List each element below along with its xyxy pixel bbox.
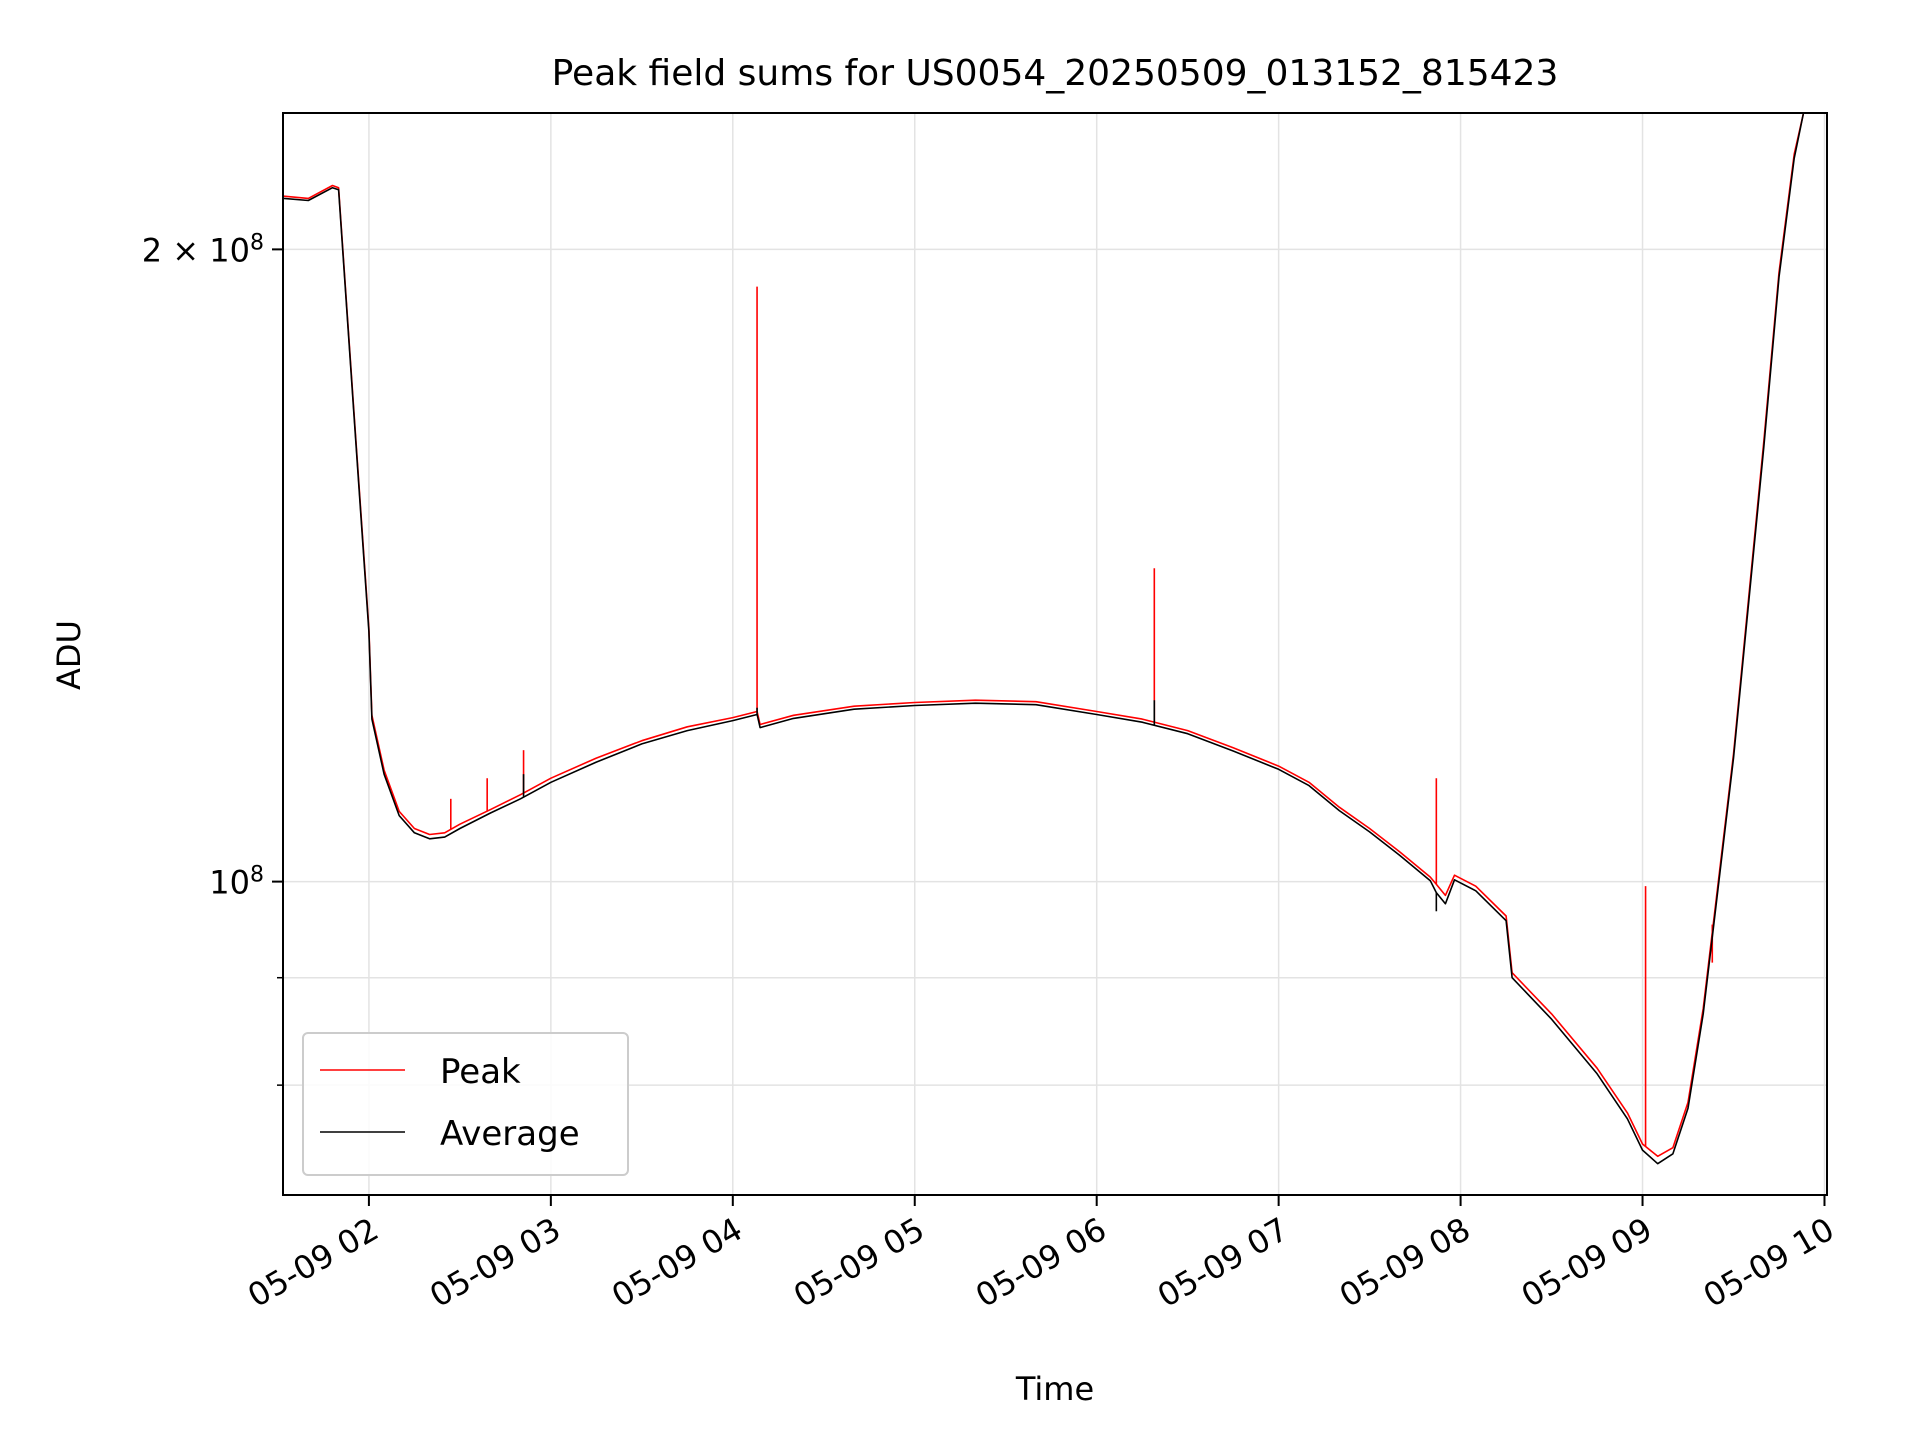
legend: Peak Average xyxy=(302,1032,629,1176)
x-tick-label: 05-09 06 xyxy=(969,1210,1113,1315)
chart-title: Peak field sums for US0054_20250509_0131… xyxy=(552,53,1559,94)
series-peak-line xyxy=(284,114,1805,1158)
y-tick-label: 108 xyxy=(209,862,264,902)
series-average-line xyxy=(284,114,1805,1165)
plot-frame xyxy=(282,112,1828,1196)
legend-box xyxy=(302,1032,629,1176)
x-tick-label: 05-09 08 xyxy=(1333,1210,1477,1315)
x-tick-label: 05-09 09 xyxy=(1515,1210,1659,1315)
y-axis-label: ADU xyxy=(50,620,88,690)
x-tick-label: 05-09 05 xyxy=(787,1210,931,1315)
y-tick-label: 2 × 108 xyxy=(142,230,264,270)
legend-average-label: Average xyxy=(440,1114,580,1154)
x-tick-label: 05-09 03 xyxy=(423,1210,567,1315)
x-tick-label: 05-09 07 xyxy=(1151,1210,1295,1315)
x-tick-label: 05-09 10 xyxy=(1697,1210,1841,1315)
plot-area xyxy=(284,114,1805,1165)
x-tick-label: 05-09 04 xyxy=(605,1210,749,1315)
legend-peak-label: Peak xyxy=(440,1052,521,1092)
x-axis-label: Time xyxy=(1015,1370,1094,1408)
x-tick-label: 05-09 02 xyxy=(241,1210,385,1315)
